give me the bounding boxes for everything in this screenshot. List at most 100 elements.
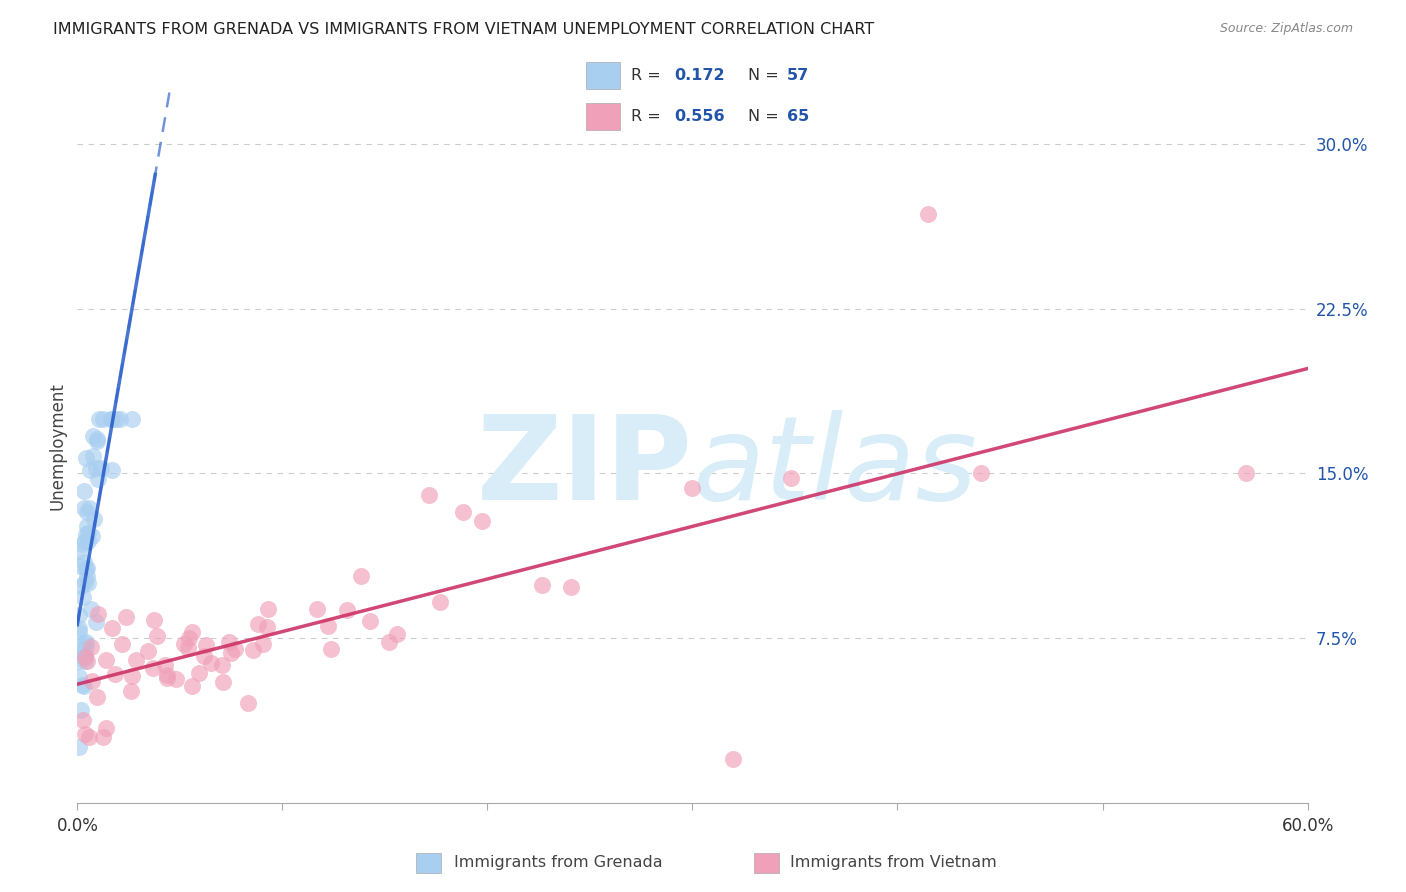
Point: [84, 461, 107, 475]
Point: [224, 642, 246, 657]
Point: [73, 650, 96, 665]
Point: [75, 640, 97, 654]
Point: [72, 679, 94, 693]
Point: [219, 646, 242, 660]
Text: N =: N =: [748, 109, 785, 124]
Point: [121, 669, 143, 683]
Point: [67, 740, 90, 755]
Point: [70, 578, 93, 592]
Point: [69, 558, 91, 573]
Point: [188, 665, 211, 680]
Point: [82, 449, 104, 463]
Point: [93, 411, 115, 425]
Point: [242, 643, 264, 657]
Point: [247, 616, 270, 631]
Point: [73, 484, 96, 499]
Point: [70, 678, 93, 692]
Point: [80, 640, 103, 655]
Point: [72, 591, 94, 605]
Point: [67, 654, 90, 668]
Point: [77, 526, 100, 541]
Point: [72, 713, 94, 727]
Point: [77, 534, 100, 549]
Point: [75, 450, 97, 465]
Point: [377, 634, 399, 648]
FancyBboxPatch shape: [754, 854, 779, 873]
Point: [429, 595, 451, 609]
Point: [471, 514, 494, 528]
Point: [1234, 467, 1257, 481]
Point: [181, 679, 204, 693]
Point: [780, 470, 803, 484]
Point: [453, 505, 475, 519]
Point: [145, 629, 167, 643]
Text: N =: N =: [748, 68, 785, 83]
Point: [75, 533, 97, 548]
Point: [79, 463, 101, 477]
Point: [73, 653, 96, 667]
Point: [917, 207, 939, 221]
Point: [67, 669, 90, 683]
Point: [350, 569, 373, 583]
Point: [69, 703, 91, 717]
Point: [91, 730, 114, 744]
Point: [319, 642, 342, 657]
Text: R =: R =: [630, 68, 665, 83]
Point: [256, 602, 278, 616]
FancyBboxPatch shape: [416, 854, 441, 873]
Point: [83, 512, 105, 526]
Text: 57: 57: [787, 68, 808, 83]
Point: [194, 639, 217, 653]
Point: [177, 640, 200, 655]
Point: [87, 607, 110, 621]
Point: [101, 621, 124, 635]
Point: [73, 727, 96, 741]
Text: 0.556: 0.556: [673, 109, 724, 124]
Point: [94, 653, 117, 667]
Point: [218, 635, 240, 649]
Point: [136, 644, 159, 658]
Point: [418, 488, 440, 502]
Point: [180, 625, 202, 640]
Point: [96, 721, 118, 735]
Point: [104, 411, 127, 425]
Point: [970, 467, 993, 481]
Point: [73, 501, 96, 516]
Point: [143, 613, 166, 627]
Point: [211, 675, 233, 690]
Point: [165, 672, 187, 686]
Point: [156, 671, 179, 685]
Point: [76, 561, 98, 575]
Point: [73, 555, 96, 569]
Text: atlas: atlas: [693, 410, 977, 524]
Point: [67, 608, 90, 623]
Text: Immigrants from Vietnam: Immigrants from Vietnam: [790, 855, 997, 870]
Point: [76, 505, 98, 519]
Point: [723, 752, 745, 766]
Point: [111, 637, 134, 651]
Point: [153, 657, 176, 672]
Point: [256, 620, 278, 634]
Point: [200, 656, 222, 670]
Point: [90, 460, 112, 475]
FancyBboxPatch shape: [586, 62, 620, 89]
Point: [104, 666, 127, 681]
Point: [80, 529, 103, 543]
Point: [86, 432, 108, 446]
Point: [76, 519, 98, 533]
Point: [75, 562, 97, 576]
Point: [73, 575, 96, 590]
Point: [142, 661, 165, 675]
Point: [177, 631, 200, 645]
Point: [318, 619, 340, 633]
Point: [70, 642, 93, 657]
Y-axis label: Unemployment: Unemployment: [48, 382, 66, 510]
Point: [77, 730, 100, 744]
Point: [156, 668, 179, 682]
Point: [236, 697, 259, 711]
Text: Immigrants from Grenada: Immigrants from Grenada: [454, 855, 662, 870]
Text: 0.172: 0.172: [673, 68, 724, 83]
Point: [67, 621, 90, 635]
Point: [69, 648, 91, 662]
Point: [76, 654, 98, 668]
